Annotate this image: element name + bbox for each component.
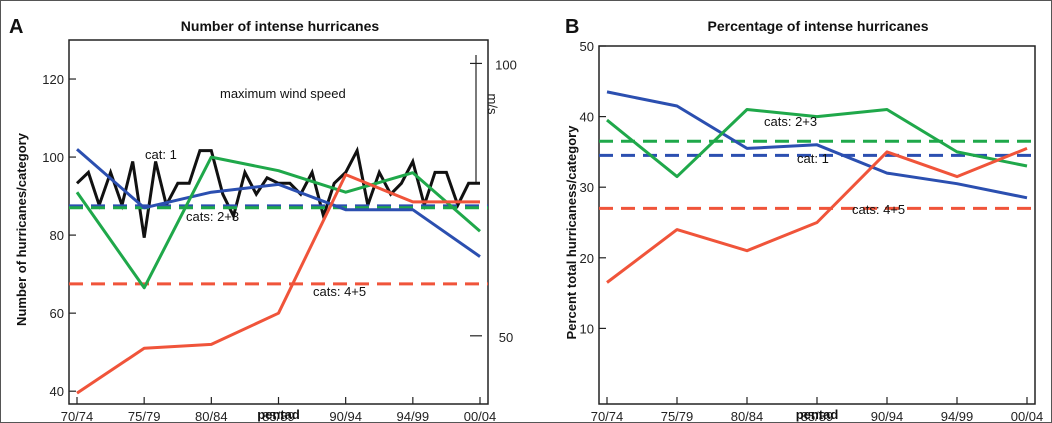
x-tick-label: 75/79 <box>128 409 161 423</box>
series-line-cats45 <box>76 173 480 395</box>
panel-a: A Number of intense hurricanes 40 60 80 100 12… <box>9 16 517 423</box>
series-line-cats45 <box>606 147 1028 284</box>
series-label-cats45: cats: 4+5 <box>852 202 905 217</box>
y-tick-label: 50 <box>580 39 594 54</box>
series-label-wind: maximum wind speed <box>220 86 346 101</box>
y-tick-label: 20 <box>580 251 594 266</box>
y2-tick-label: 100 <box>495 57 517 72</box>
x-tick-label: 85/89 <box>262 409 295 423</box>
series-label-cat1: cat: 1 <box>145 147 177 162</box>
panel-b: B Percentage of intense hurricanes 10 20 30 4… <box>564 16 1043 423</box>
panel-letter: A <box>9 16 23 38</box>
chart-title: Number of intense hurricanes <box>181 18 380 34</box>
series-label-cats23: cats: 2+3 <box>764 114 817 129</box>
x-tick-label: 80/84 <box>731 409 764 423</box>
x-tick-label: 94/99 <box>397 409 430 423</box>
x-tick-label: 00/04 <box>464 409 497 423</box>
y-axis-label: Percent total hurricaness/category <box>564 125 579 340</box>
x-tick-label: 94/99 <box>941 409 974 423</box>
panel-letter: B <box>565 16 579 38</box>
x-tick-label: 80/84 <box>195 409 228 423</box>
y2-axis-label: m/s <box>485 94 500 115</box>
y-tick-label: 10 <box>580 321 594 336</box>
series-label-cats23: cats: 2+3 <box>186 209 239 224</box>
wind-speed-line <box>75 146 480 238</box>
y-axis-label: Number of hurricanes/category <box>14 132 29 326</box>
plot-area-border <box>598 45 1036 405</box>
series-line-cat1 <box>76 148 481 258</box>
x-tick-label: 85/89 <box>801 409 834 423</box>
series-line-cats23 <box>75 155 481 290</box>
y-tick-label: 60 <box>50 306 64 321</box>
chart-title: Percentage of intense hurricanes <box>708 18 929 34</box>
x-tick-label: 90/94 <box>871 409 904 423</box>
series-line-cats23 <box>606 108 1028 179</box>
y-tick-label: 80 <box>50 228 64 243</box>
x-axis-label: pentad <box>796 407 839 422</box>
y-tick-label: 40 <box>50 384 64 399</box>
series-label-cat1: cat: 1 <box>797 151 829 166</box>
y-tick-label: 120 <box>42 72 64 87</box>
y-tick-label: 30 <box>580 180 594 195</box>
x-tick-label: 90/94 <box>329 409 362 423</box>
x-axis-label: pentad <box>257 407 300 422</box>
x-tick-label: 70/74 <box>591 409 624 423</box>
y2-tick-label: 50 <box>499 330 513 345</box>
series-label-cats45: cats: 4+5 <box>313 284 366 299</box>
x-tick-label: 00/04 <box>1011 409 1044 423</box>
x-tick-label: 75/79 <box>661 409 694 423</box>
y-tick-label: 40 <box>580 110 594 125</box>
series-line-cat1 <box>606 90 1028 200</box>
y-tick-label: 100 <box>42 150 64 165</box>
x-tick-label: 70/74 <box>61 409 94 423</box>
